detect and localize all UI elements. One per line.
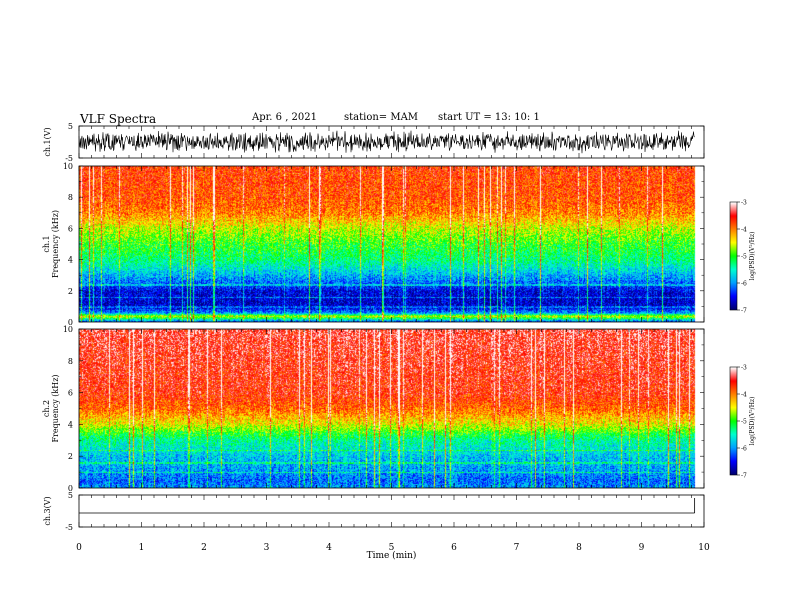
colorbar-tick-label: -5 [741,419,747,426]
y-tick-label: 2 [68,452,73,461]
colorbar-ch1 [730,202,737,310]
colorbar-tick-label: -4 [741,227,747,234]
y-tick-label: 2 [68,287,73,296]
y-tick-label: 10 [63,162,73,171]
x-tick-label: 9 [639,543,645,553]
y-tick-label: 10 [63,325,73,334]
colorbar-tick-label: -4 [741,392,747,399]
x-tick-label: 7 [514,543,520,553]
x-tick-label: 0 [76,543,82,553]
x-axis-label: Time (min) [367,550,417,561]
colorbar-label: log(PSD)(V²/Hz) [749,232,756,281]
colorbar-label: log(PSD)(V²/Hz) [749,397,756,446]
colorbar-tick-label: -3 [741,200,747,207]
colorbar-tick-label: -7 [741,308,747,315]
spectrogram-ch2 [79,329,704,488]
y-axis-label-ch1-freq: Frequency (kHz) [51,210,60,278]
y-axis-label-ch1-top: ch.1 [42,235,51,252]
y-tick-label: -5 [65,154,73,163]
colorbar-tick-label: -5 [741,254,747,261]
y-tick-label: 8 [68,193,73,202]
y-tick-label: 0 [68,484,73,493]
x-tick-label: 3 [264,543,270,553]
station-label: station= MAM [344,112,419,123]
colorbar-tick-label: -3 [741,365,747,372]
y-axis-label-ch2-top: ch.2 [42,400,51,417]
y-tick-label: 6 [68,389,73,398]
y-axis-label-ch3-waveform: ch.3(V) [43,496,52,525]
y-tick-label: 5 [68,122,73,131]
spectrogram-ch1 [79,166,704,322]
colorbar-tick-label: -6 [741,446,747,453]
x-tick-label: 10 [698,543,710,553]
y-tick-label: 4 [68,420,73,429]
x-tick-label: 2 [201,543,207,553]
colorbar-tick-label: -7 [741,473,747,480]
waveform-ch1 [78,130,695,154]
x-tick-label: 4 [326,543,332,553]
y-tick-label: 6 [68,224,73,233]
y-tick-label: 5 [68,491,73,500]
y-tick-label: 0 [68,318,73,327]
y-axis-label-ch1-waveform: ch.1(V) [43,127,52,156]
y-tick-label: 4 [68,256,73,265]
colorbar-ch2 [730,367,737,475]
y-tick-label: 8 [68,357,73,366]
x-tick-label: 5 [389,543,395,553]
colorbar-tick-label: -6 [741,281,747,288]
date-label: Apr. 6 , 2021 [252,112,318,123]
x-tick-label: 8 [576,543,582,553]
start-time-label: start UT = 13: 10: 1 [438,112,540,123]
y-axis-label-ch2-freq: Frequency (kHz) [51,374,60,442]
x-tick-label: 6 [451,543,457,553]
chart-title: VLF Spectra [80,112,157,126]
y-tick-label: -5 [65,523,73,532]
x-tick-label: 1 [139,543,145,553]
